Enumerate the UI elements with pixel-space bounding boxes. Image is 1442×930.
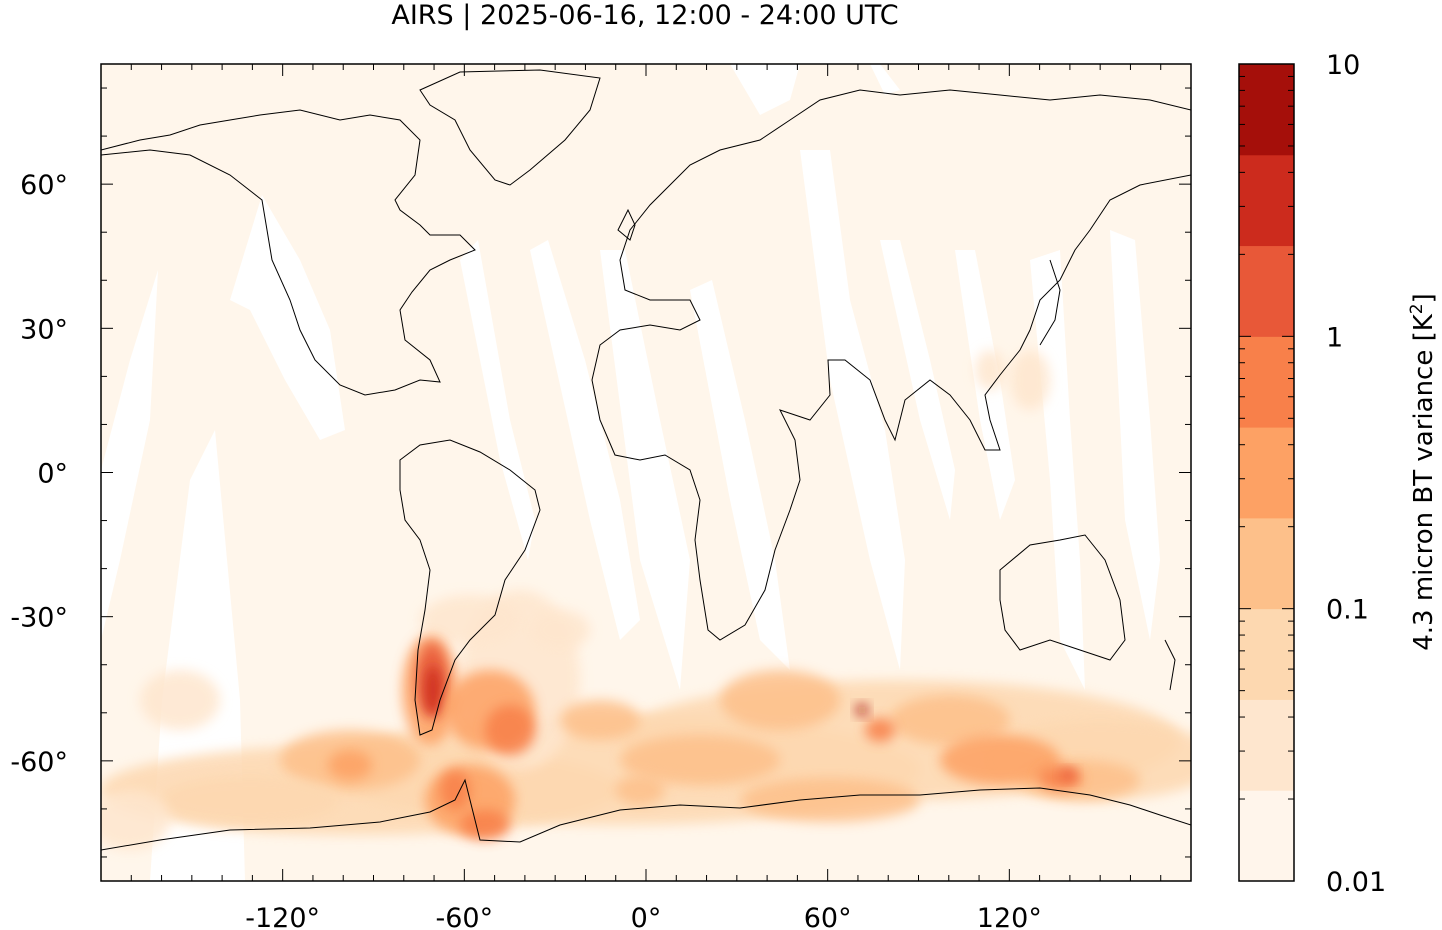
variance-patch <box>101 790 170 850</box>
colorbar-band <box>1239 608 1294 700</box>
colorbar-label-text: 4.3 micron BT variance [K <box>1409 313 1439 651</box>
coastline-australia <box>999 534 1126 661</box>
colorbar-band <box>1239 699 1294 791</box>
coastline-new-zealand <box>1164 639 1176 691</box>
figure-title: AIRS | 2025-06-16, 12:00 - 24:00 UTC <box>391 0 898 31</box>
y-tick-label: -30° <box>10 603 68 634</box>
orbit-gap <box>600 250 690 690</box>
orbit-gap <box>101 270 158 640</box>
x-tick-label: 0° <box>631 903 662 930</box>
variance-patch <box>620 735 780 785</box>
colorbar-tick-marks <box>1239 75 1294 882</box>
colorbar-tick-labels: 10 1 0.1 0.01 <box>1326 50 1386 898</box>
y-tick-label: 0° <box>37 459 68 490</box>
x-tick-label: -60° <box>436 903 494 930</box>
y-tick-label: 30° <box>20 314 68 345</box>
coastline-japan <box>1039 259 1061 346</box>
coastline-uk <box>617 208 636 241</box>
colorbar: 10 1 0.1 0.01 4.3 micron BT variance [K2] <box>1238 50 1439 898</box>
map-panel: -120° -60° 0° 60° 120° 60° 30° 0° -30° -60° <box>10 63 1192 930</box>
x-tick-label: 60° <box>804 903 852 930</box>
orbit-gap <box>870 64 900 95</box>
orbit-gap <box>730 64 800 115</box>
orbit-gap <box>530 240 640 640</box>
orbit-gap <box>230 195 345 440</box>
colorbar-frame <box>1238 63 1295 882</box>
variance-patch <box>560 700 640 740</box>
colorbar-tick-label: 1 <box>1326 322 1343 353</box>
variance-patch <box>890 695 1010 745</box>
variance-patch <box>460 810 510 840</box>
colorbar-band <box>1239 154 1294 247</box>
orbit-gap <box>800 150 905 670</box>
x-tick-label: -120° <box>245 903 320 930</box>
variance-patch <box>865 718 895 742</box>
colorbar-band <box>1239 336 1294 428</box>
variance-patch <box>720 670 840 730</box>
variance-patch <box>1038 766 1082 790</box>
variance-patch <box>420 595 520 645</box>
orbit-gap <box>1110 230 1160 640</box>
variance-patch <box>615 775 665 805</box>
map-tick-labels: -120° -60° 0° 60° 120° 60° 30° 0° -30° -60° <box>10 170 1041 930</box>
variance-patch <box>856 704 868 716</box>
variance-patch <box>1010 350 1050 410</box>
orbit-gap <box>460 240 535 560</box>
coastline-antarctica <box>101 778 1191 851</box>
variance-patch <box>940 735 1060 785</box>
orbit-gap <box>880 240 955 520</box>
variance-patch <box>1060 769 1076 781</box>
variance-patch <box>328 750 372 780</box>
colorbar-label: 4.3 micron BT variance [K2] <box>1407 293 1439 651</box>
colorbar-tick-label: 10 <box>1326 50 1360 81</box>
map-tick-marks <box>101 64 1191 881</box>
orbit-gap <box>690 280 790 670</box>
variance-patch <box>975 350 1005 390</box>
variance-patch <box>530 610 590 650</box>
variance-patch <box>440 770 470 810</box>
variance-patch <box>140 670 220 730</box>
variance-field <box>101 350 1191 850</box>
colorbar-label-close: ] <box>1409 293 1439 303</box>
coastline-greenland <box>419 69 601 186</box>
colorbar-tick-label: 0.01 <box>1326 867 1386 898</box>
coastline-north-america <box>101 109 476 396</box>
map-contents <box>101 64 1191 881</box>
variance-patch <box>485 705 535 755</box>
y-tick-label: 60° <box>20 170 68 201</box>
colorbar-band <box>1239 517 1294 610</box>
variance-patch <box>160 775 340 825</box>
colorbar-band <box>1239 245 1294 337</box>
colorbar-band <box>1239 64 1294 156</box>
coastline-south-america <box>399 439 541 736</box>
y-tick-label: -60° <box>10 747 68 778</box>
x-tick-label: 120° <box>977 903 1042 930</box>
variance-patch <box>424 665 442 715</box>
variance-patch <box>740 778 920 822</box>
colorbar-band <box>1239 790 1294 882</box>
colorbar-tick-label: 0.1 <box>1326 595 1369 626</box>
colorbar-bands <box>1239 64 1294 882</box>
coastlines <box>101 69 1191 851</box>
colorbar-label-superscript: 2 <box>1407 303 1427 314</box>
colorbar-band <box>1239 427 1294 519</box>
coastline-eurasia <box>591 89 1191 641</box>
